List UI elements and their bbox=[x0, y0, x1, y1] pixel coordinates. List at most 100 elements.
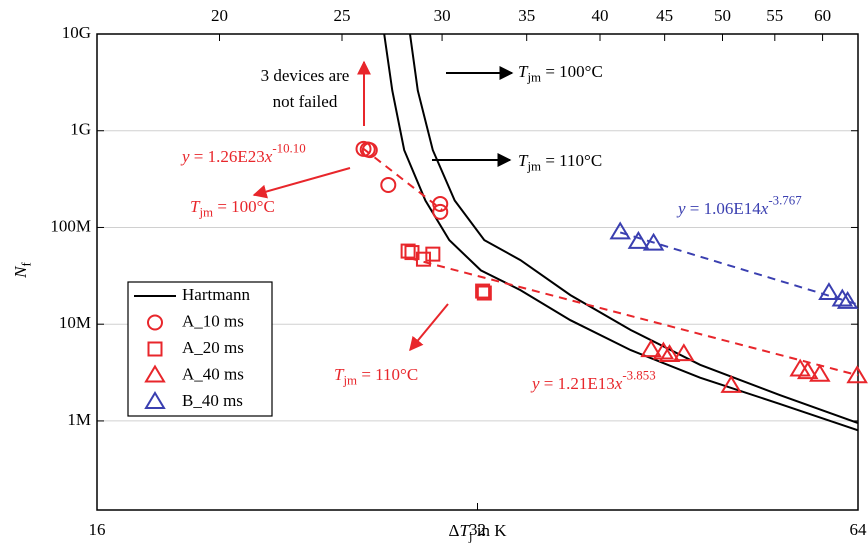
x2-tick-label: 20 bbox=[211, 6, 228, 25]
legend-marker bbox=[147, 314, 163, 331]
x-tick-label: 16 bbox=[89, 520, 106, 539]
data-point bbox=[425, 246, 441, 262]
x2-tick-label: 50 bbox=[714, 6, 731, 25]
text-part: -3.767 bbox=[768, 192, 802, 207]
data-point bbox=[642, 232, 665, 251]
rich-text: Tjm = 110°C bbox=[518, 151, 602, 174]
hartmann-line bbox=[383, 33, 859, 432]
plot-area bbox=[97, 34, 858, 510]
data-point bbox=[673, 343, 695, 362]
data-point bbox=[415, 251, 431, 267]
data-point bbox=[475, 283, 491, 299]
x2-tick-label: 40 bbox=[591, 6, 608, 25]
rich-text: ΔTj in K bbox=[449, 521, 508, 544]
legend-box bbox=[127, 281, 273, 417]
data-point bbox=[658, 344, 681, 363]
data-point bbox=[846, 365, 868, 384]
y-tick-label: 1M bbox=[67, 410, 91, 429]
text-part: x bbox=[760, 199, 769, 218]
text-part: x bbox=[614, 374, 623, 393]
text-part: -3.853 bbox=[622, 367, 655, 382]
y-tick-label: 100M bbox=[50, 216, 91, 235]
text-part: x bbox=[264, 147, 273, 166]
data-point bbox=[720, 374, 742, 393]
rich-text: Tjm = 110°C bbox=[334, 365, 418, 388]
x2-tick-label: 55 bbox=[766, 6, 783, 25]
x2-tick-label: 30 bbox=[434, 6, 451, 25]
text-part: Δ bbox=[449, 521, 460, 540]
legend-label: A_40 ms bbox=[182, 364, 244, 383]
x-tick-label: 64 bbox=[850, 520, 868, 539]
data-point bbox=[361, 142, 378, 159]
fit-line bbox=[362, 148, 443, 211]
x2-tick-label: 60 bbox=[814, 6, 831, 25]
text-part: y bbox=[530, 374, 540, 393]
data-point bbox=[818, 282, 840, 301]
data-point bbox=[476, 285, 492, 301]
text-part: j bbox=[468, 529, 473, 544]
text-part: = 1.21E13 bbox=[540, 374, 615, 393]
text-part: = 1.06E14 bbox=[686, 199, 762, 218]
y-tick-label: 10M bbox=[59, 313, 91, 332]
legend-label: A_20 ms bbox=[182, 338, 244, 357]
text-part: N bbox=[11, 265, 30, 279]
x2-tick-label: 25 bbox=[333, 6, 350, 25]
rich-text: Tjm = 100°C bbox=[190, 197, 275, 220]
text-part: f bbox=[19, 261, 34, 266]
data-point bbox=[836, 290, 859, 309]
data-point bbox=[809, 363, 831, 382]
data-point bbox=[831, 288, 854, 307]
legend-marker bbox=[144, 364, 166, 383]
y-tick-label: 10G bbox=[62, 23, 91, 42]
data-point bbox=[609, 221, 631, 240]
fit-line bbox=[409, 257, 859, 377]
text-part: jm bbox=[198, 205, 213, 220]
x2-tick-label: 35 bbox=[518, 6, 535, 25]
x2-tick-label: 45 bbox=[656, 6, 673, 25]
data-point bbox=[640, 339, 662, 358]
text-part: jm bbox=[342, 373, 357, 388]
hartmann-line bbox=[409, 33, 859, 425]
text-part: = 100°C bbox=[541, 62, 603, 81]
x-tick-label: 32 bbox=[469, 520, 486, 539]
legend-marker bbox=[147, 341, 163, 357]
data-point bbox=[652, 341, 675, 360]
annotation-arrow bbox=[409, 303, 449, 352]
text-part: = 1.26E23 bbox=[190, 147, 265, 166]
text-part: T bbox=[459, 521, 470, 540]
text-part: T bbox=[190, 197, 201, 216]
text-part: y bbox=[180, 147, 190, 166]
data-point bbox=[432, 195, 449, 212]
rich-text: Nf bbox=[11, 261, 34, 278]
plot-frame bbox=[96, 33, 859, 511]
legend-label: B_40 ms bbox=[182, 391, 243, 410]
text-part: = 110°C bbox=[357, 365, 418, 384]
data-point bbox=[400, 243, 416, 259]
text-part: T bbox=[518, 62, 529, 81]
y-tick-label: 1G bbox=[70, 120, 91, 139]
text-part: jm bbox=[526, 70, 541, 85]
rich-text: Tjm = 100°C bbox=[518, 62, 603, 85]
legend-label: Hartmann bbox=[182, 285, 250, 304]
text-part: jm bbox=[526, 159, 541, 174]
data-point bbox=[432, 203, 449, 220]
legend-label: A_10 ms bbox=[182, 311, 244, 330]
legend-marker bbox=[144, 391, 166, 409]
data-point bbox=[627, 230, 650, 249]
data-point bbox=[380, 176, 397, 193]
text-part: y bbox=[676, 199, 686, 218]
rich-text: y = 1.06E14x-3.767 bbox=[676, 192, 802, 217]
text-part: -10.10 bbox=[272, 140, 305, 155]
rich-text: y = 1.26E23x-10.10 bbox=[180, 140, 306, 165]
annotation: 3 devices are bbox=[261, 66, 350, 85]
annotation-arrow bbox=[252, 167, 351, 199]
annotation: not failed bbox=[273, 92, 338, 111]
text-part: = 100°C bbox=[213, 197, 275, 216]
data-point bbox=[796, 361, 819, 380]
text-part: = 110°C bbox=[541, 151, 602, 170]
rich-text: y = 1.21E13x-3.853 bbox=[530, 367, 656, 392]
text-part: T bbox=[518, 151, 529, 170]
text-part: T bbox=[334, 365, 345, 384]
